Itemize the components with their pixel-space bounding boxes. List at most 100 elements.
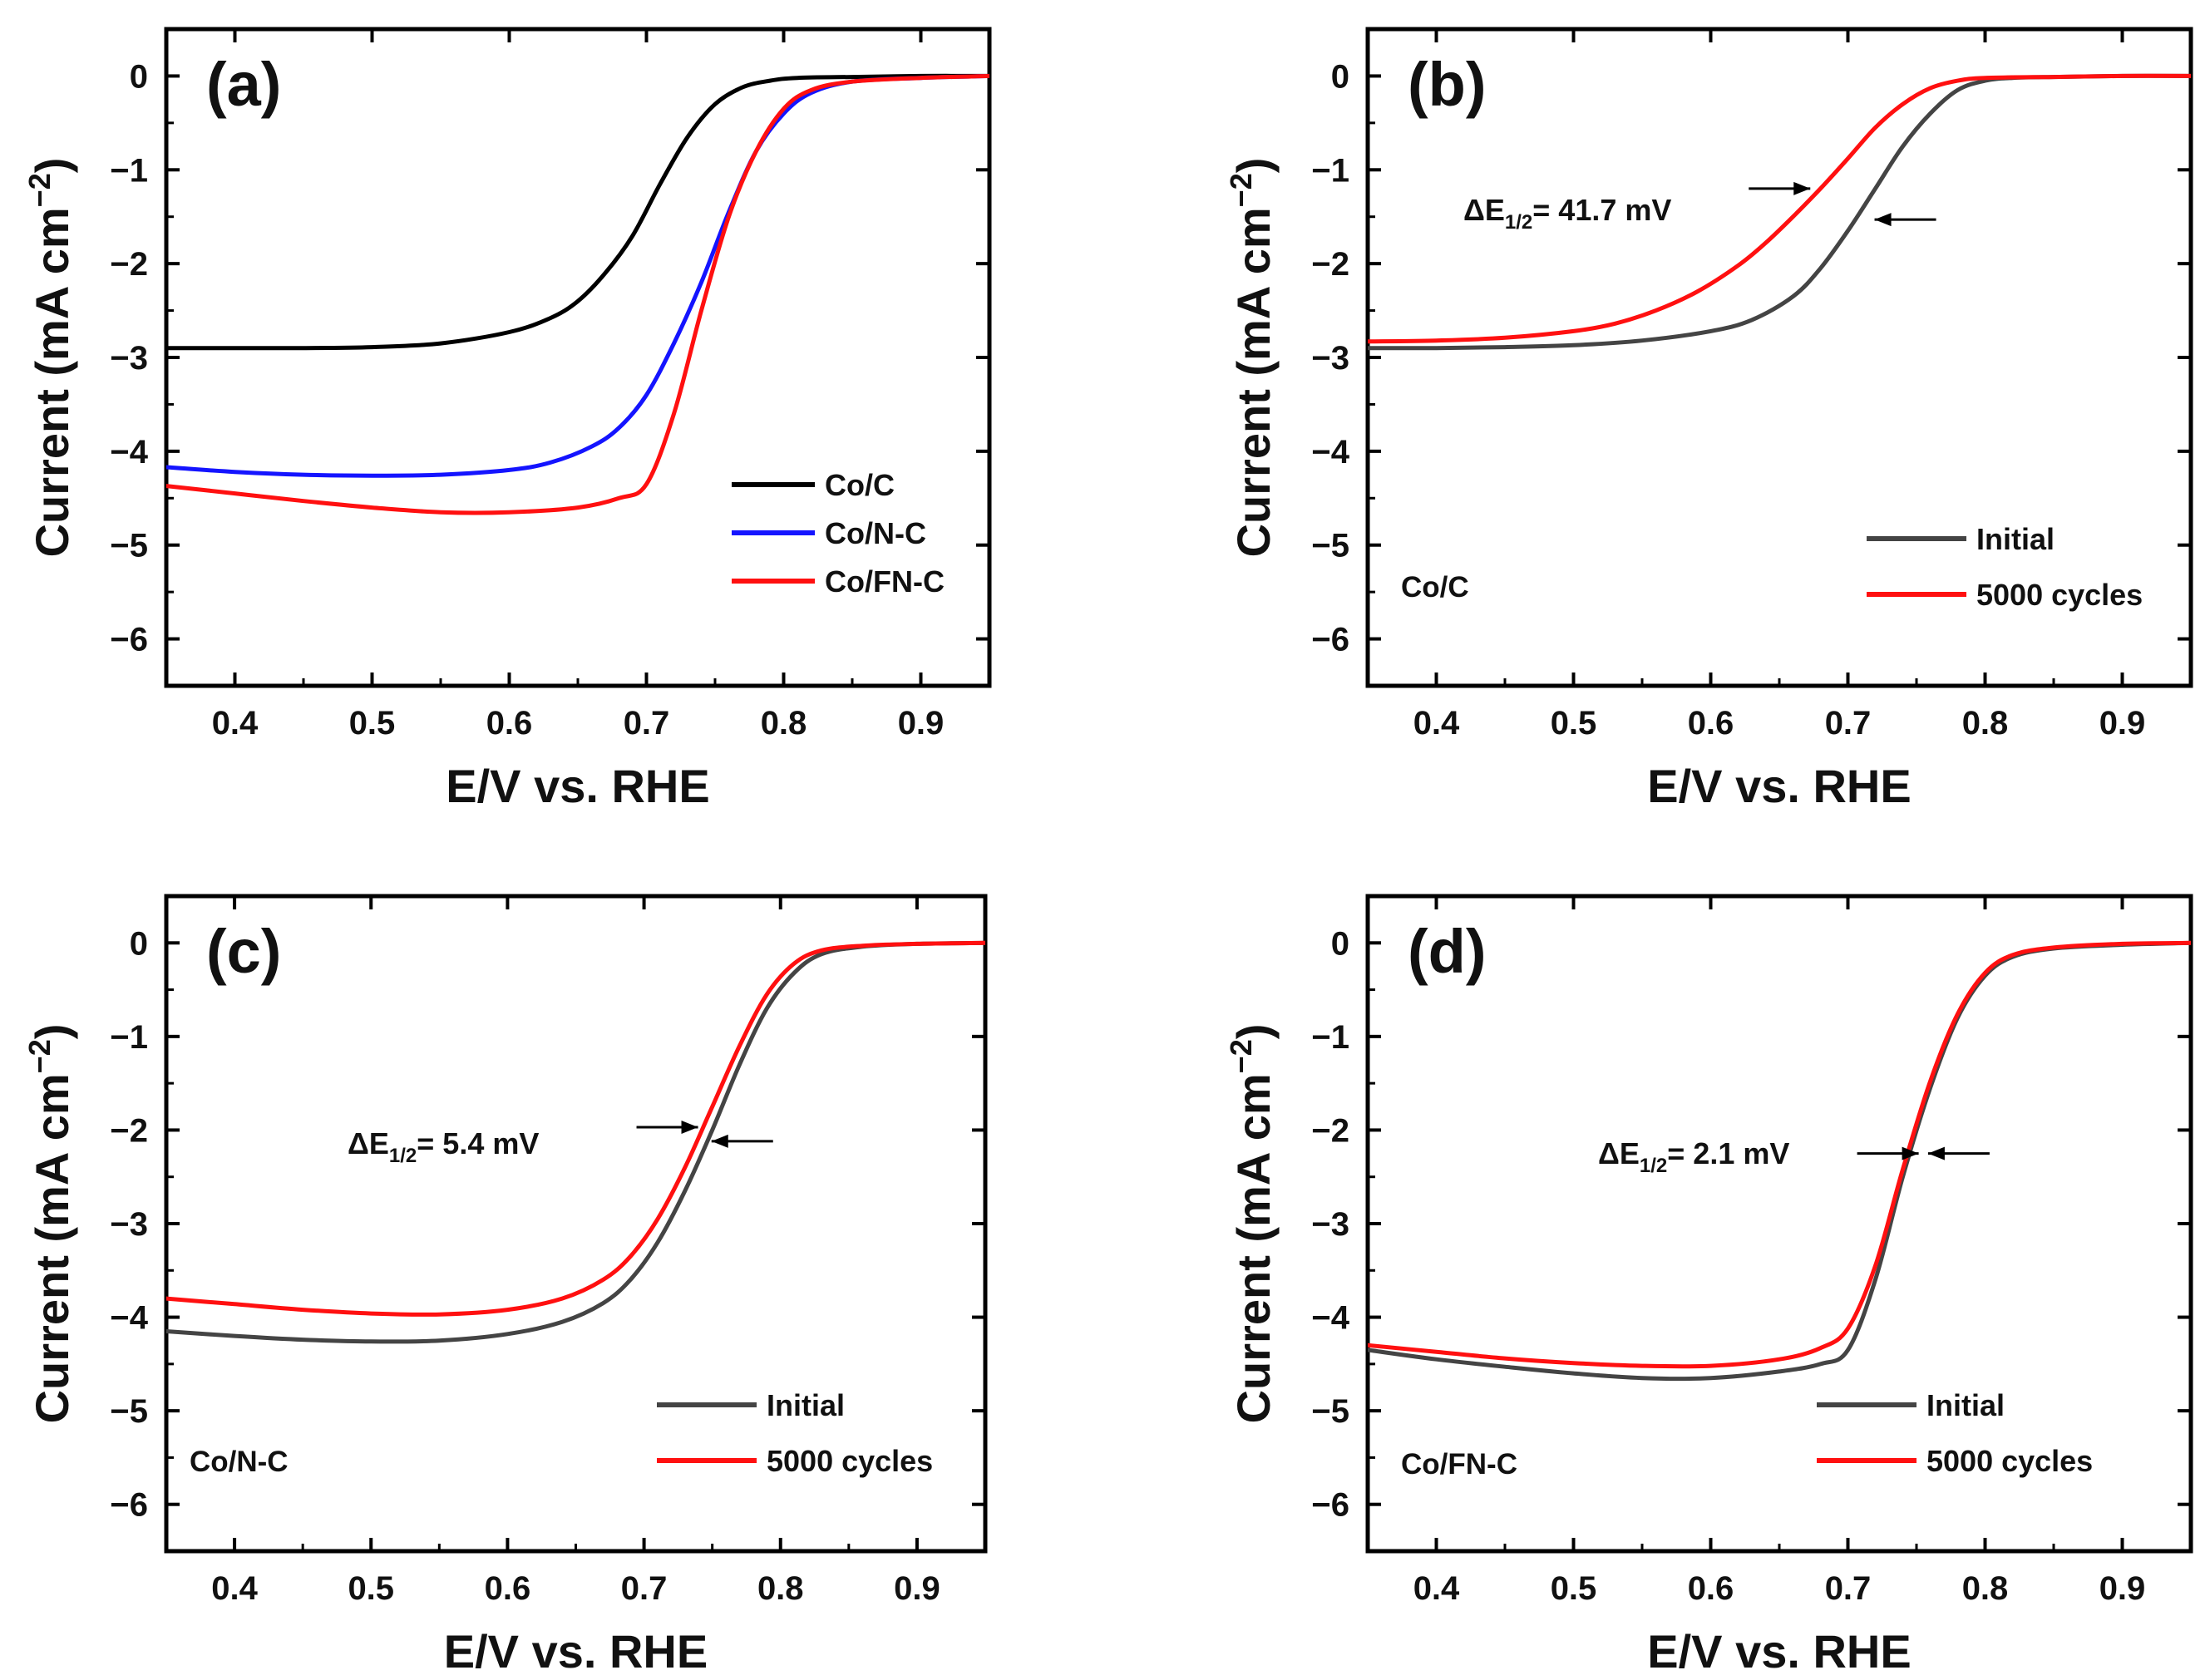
- delta-e-annotation: ΔE1/2= 5.4 mV: [348, 1126, 539, 1167]
- y-axis-title-close: ): [26, 1024, 78, 1040]
- x-tick-label: 0.5: [1551, 705, 1597, 741]
- x-tick-label: 0.7: [624, 705, 670, 741]
- delta-e-value: = 5.4 mV: [417, 1126, 539, 1160]
- y-axis-title: Current (mA cm−2): [1224, 158, 1280, 558]
- x-tick-label: 0.7: [1825, 1570, 1872, 1607]
- arrow-right-pointing-head: [1793, 181, 1811, 195]
- y-tick-label: 0: [130, 925, 148, 962]
- delta-e-value: = 41.7 mV: [1532, 193, 1671, 227]
- y-tick-label: −6: [110, 622, 148, 658]
- y-tick-label: −4: [1311, 1300, 1349, 1337]
- legend-label: 5000 cycles: [1926, 1444, 2093, 1478]
- sample-label: Co/N-C: [190, 1446, 289, 1478]
- delta-e-value: = 2.1 mV: [1667, 1136, 1789, 1170]
- y-tick-label: −3: [1311, 1206, 1349, 1243]
- x-axis-title: E/V vs. RHE: [444, 1625, 708, 1678]
- legend: Initial 5000 cycles: [1867, 522, 2143, 612]
- panel-c: 0.4 0.5 0.6 0.7 0.8 0.9 0 −1 −2 −3 −4 −5 −6 E/V vs. R…: [22, 894, 988, 1678]
- legend: Initial 5000 cycles: [1817, 1388, 2093, 1478]
- arrow-right-pointing-head: [1902, 1146, 1919, 1160]
- x-tick-label: 0.4: [212, 705, 259, 741]
- y-axis-title: Current (mA cm−2): [22, 1024, 78, 1424]
- x-tick-label: 0.9: [2099, 705, 2146, 741]
- y-tick-label: −3: [110, 1206, 148, 1243]
- x-tick-label: 0.5: [1551, 1570, 1597, 1607]
- y-tick-label: −5: [1311, 528, 1349, 564]
- delta-e-annotation: ΔE1/2= 2.1 mV: [1598, 1136, 1789, 1177]
- x-tick-label: 0.8: [1962, 705, 2009, 741]
- series-line-5000-cycles: [1368, 73, 2191, 344]
- y-tick-label: −4: [110, 434, 148, 470]
- delta-e-annotation: ΔE1/2= 41.7 mV: [1463, 193, 1671, 234]
- y-tick-label: −5: [110, 528, 148, 564]
- series-group: [1368, 73, 2191, 351]
- panel-label: (a): [206, 50, 281, 119]
- y-axis-title-close: ): [1227, 158, 1280, 174]
- delta-e-subscript: 1/2: [389, 1145, 417, 1167]
- y-tick-label: 0: [1331, 925, 1349, 962]
- y-tick-label: −1: [110, 152, 148, 189]
- y-axis-title-main: Current (mA cm: [1227, 1073, 1280, 1423]
- x-tick-label: 0.7: [1825, 705, 1872, 741]
- y-axis-title-superscript: −2: [22, 1039, 57, 1073]
- x-tick-label: 0.7: [621, 1570, 668, 1607]
- x-tick-label: 0.9: [894, 1570, 940, 1607]
- legend: Initial 5000 cycles: [657, 1388, 933, 1478]
- series-line-5000-cycles: [1368, 940, 2191, 1369]
- x-tick-label: 0.8: [761, 705, 807, 741]
- legend: Co/C Co/N-C Co/FN-C: [732, 468, 945, 599]
- y-tick-label: −1: [1311, 1019, 1349, 1056]
- panel-d: 0.4 0.5 0.6 0.7 0.8 0.9 0 −1 −2 −3 −4 −5 −6 E/V vs. R…: [1224, 894, 2193, 1678]
- series-line-co-fn-c: [166, 73, 989, 515]
- y-axis-title: Current (mA cm−2): [1224, 1024, 1280, 1424]
- legend-label: Co/N-C: [825, 516, 926, 550]
- legend-label: Initial: [1926, 1388, 2005, 1422]
- y-tick-label: −2: [1311, 1112, 1349, 1149]
- legend-label: Co/FN-C: [825, 564, 945, 599]
- panel-label: (c): [206, 917, 281, 986]
- legend-label: 5000 cycles: [767, 1444, 933, 1478]
- delta-e-prefix: ΔE: [1598, 1136, 1640, 1170]
- y-tick-label: −2: [110, 246, 148, 283]
- series-line-5000-cycles: [166, 940, 985, 1317]
- sample-label: Co/C: [1401, 571, 1469, 604]
- y-tick-label: −6: [110, 1487, 148, 1524]
- panel-label: (b): [1408, 50, 1487, 119]
- x-tick-label: 0.8: [1962, 1570, 2009, 1607]
- panel-a: 0.4 0.5 0.6 0.7 0.8 0.9 0 −1 −2 −3 −4 −5 −6 E/V vs. R…: [22, 27, 992, 812]
- x-tick-label: 0.6: [1688, 1570, 1734, 1607]
- y-axis-title: Current (mA cm−2): [22, 158, 78, 558]
- x-tick-label: 0.9: [2099, 1570, 2146, 1607]
- arrow-left-pointing-head: [1927, 1146, 1945, 1160]
- sample-label: Co/FN-C: [1401, 1448, 1517, 1480]
- y-tick-label: 0: [1331, 58, 1349, 95]
- y-axis-title-superscript: −2: [1224, 1039, 1258, 1073]
- y-tick-label: −3: [1311, 340, 1349, 377]
- x-tick-label: 0.4: [211, 1570, 258, 1607]
- legend-label: Initial: [767, 1388, 845, 1422]
- y-tick-label: −5: [110, 1393, 148, 1430]
- delta-e-prefix: ΔE: [1463, 193, 1505, 227]
- x-axis-title: E/V vs. RHE: [1647, 1625, 1911, 1678]
- x-tick-label: 0.6: [1688, 705, 1734, 741]
- y-tick-label: 0: [130, 58, 148, 95]
- y-tick-label: −4: [1311, 434, 1349, 470]
- x-axis-title: E/V vs. RHE: [1647, 760, 1911, 812]
- series-line-co-n-c: [166, 73, 989, 478]
- arrow-left-pointing-head: [1874, 213, 1892, 227]
- y-tick-label: −6: [1311, 1487, 1349, 1524]
- y-axis-title-main: Current (mA cm: [26, 1073, 78, 1423]
- delta-e-subscript: 1/2: [1505, 211, 1532, 234]
- y-tick-label: −4: [110, 1300, 148, 1337]
- panel-label: (d): [1408, 917, 1487, 986]
- x-tick-label: 0.8: [757, 1570, 804, 1607]
- y-tick-label: −5: [1311, 1393, 1349, 1430]
- y-tick-label: −6: [1311, 622, 1349, 658]
- x-tick-label: 0.9: [898, 705, 945, 741]
- y-axis-title-close: ): [1227, 1024, 1280, 1040]
- x-tick-label: 0.4: [1413, 705, 1460, 741]
- y-tick-label: −1: [1311, 152, 1349, 189]
- x-tick-label: 0.6: [486, 705, 533, 741]
- x-axis-title: E/V vs. RHE: [446, 760, 709, 812]
